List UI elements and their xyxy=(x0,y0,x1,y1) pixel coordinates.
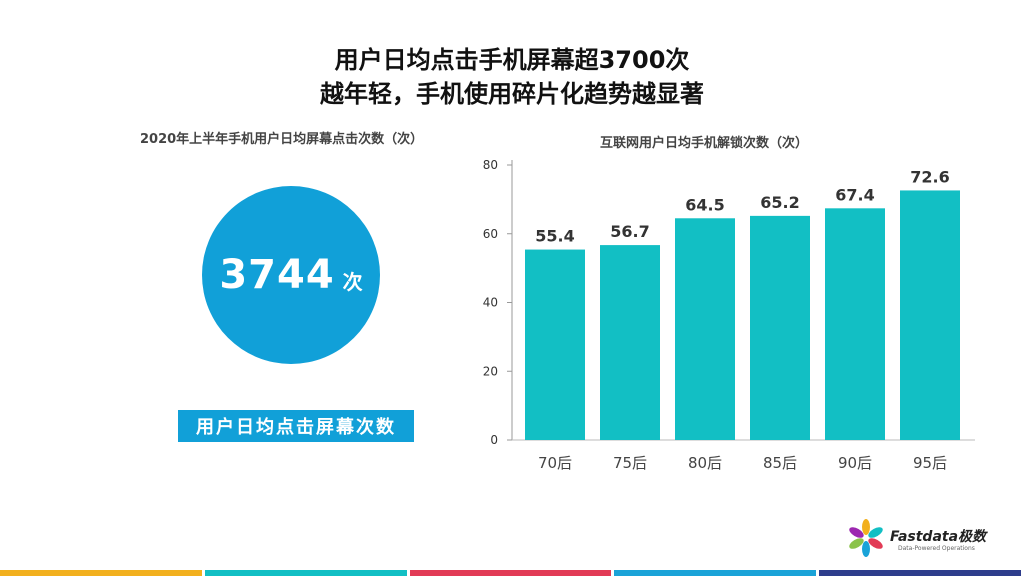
y-tick-label: 80 xyxy=(483,158,498,172)
x-tick-label: 95后 xyxy=(913,454,947,472)
bar xyxy=(750,215,810,440)
bar-value-label: 56.7 xyxy=(610,222,649,241)
headline-line-1: 用户日均点击手机屏幕超3700次 xyxy=(334,46,690,74)
clicks-unit: 次 xyxy=(342,269,363,294)
footer-strip-segment xyxy=(409,570,612,576)
logo-brand-text: Fastdata极数 xyxy=(890,529,987,545)
clicks-value: 3744 xyxy=(219,252,335,298)
bar xyxy=(600,245,660,440)
x-tick-label: 80后 xyxy=(688,454,722,472)
footer-strip-segment xyxy=(614,570,817,576)
footer-strip-segment xyxy=(819,570,1021,576)
clicks-label-box: 用户日均点击屏幕次数 xyxy=(178,410,414,442)
footer-strip-segment xyxy=(204,570,407,576)
bar xyxy=(900,190,960,440)
x-tick-label: 70后 xyxy=(538,454,572,472)
clicks-circle: 3744 次 xyxy=(202,186,380,364)
x-tick-label: 75后 xyxy=(613,454,647,472)
flower-logo-icon xyxy=(849,519,883,557)
bar-value-label: 67.4 xyxy=(835,185,874,204)
bar xyxy=(825,208,885,440)
y-tick-label: 60 xyxy=(483,227,498,241)
headline-line-2: 越年轻，手机使用碎片化趋势越显著 xyxy=(320,80,704,108)
footer-strip-segment xyxy=(0,570,202,576)
unlock-bar-chart: 0 20 40 60 80 55.4 70后 56.7 75后 64.5 80后 65.2 85后 67.… xyxy=(483,158,975,472)
chart-title: 互联网用户日均手机解锁次数（次） xyxy=(600,136,809,151)
bar xyxy=(675,218,735,440)
logo-tagline: Data-Powered Operations xyxy=(898,545,975,552)
bar-value-label: 65.2 xyxy=(760,193,799,212)
left-panel-subtitle: 2020年上半年手机用户日均屏幕点击次数（次） xyxy=(140,132,424,147)
bar-value-label: 64.5 xyxy=(685,195,724,214)
x-tick-label: 85后 xyxy=(763,454,797,472)
bar-value-label: 72.6 xyxy=(910,167,949,186)
x-tick-label: 90后 xyxy=(838,454,872,472)
bar-value-label: 55.4 xyxy=(535,227,574,246)
y-tick-label: 40 xyxy=(483,296,498,310)
bar xyxy=(525,249,585,440)
fastdata-logo: Fastdata极数 Data-Powered Operations xyxy=(846,518,996,562)
y-tick-label: 20 xyxy=(483,364,498,378)
y-tick-label: 0 xyxy=(490,433,498,447)
